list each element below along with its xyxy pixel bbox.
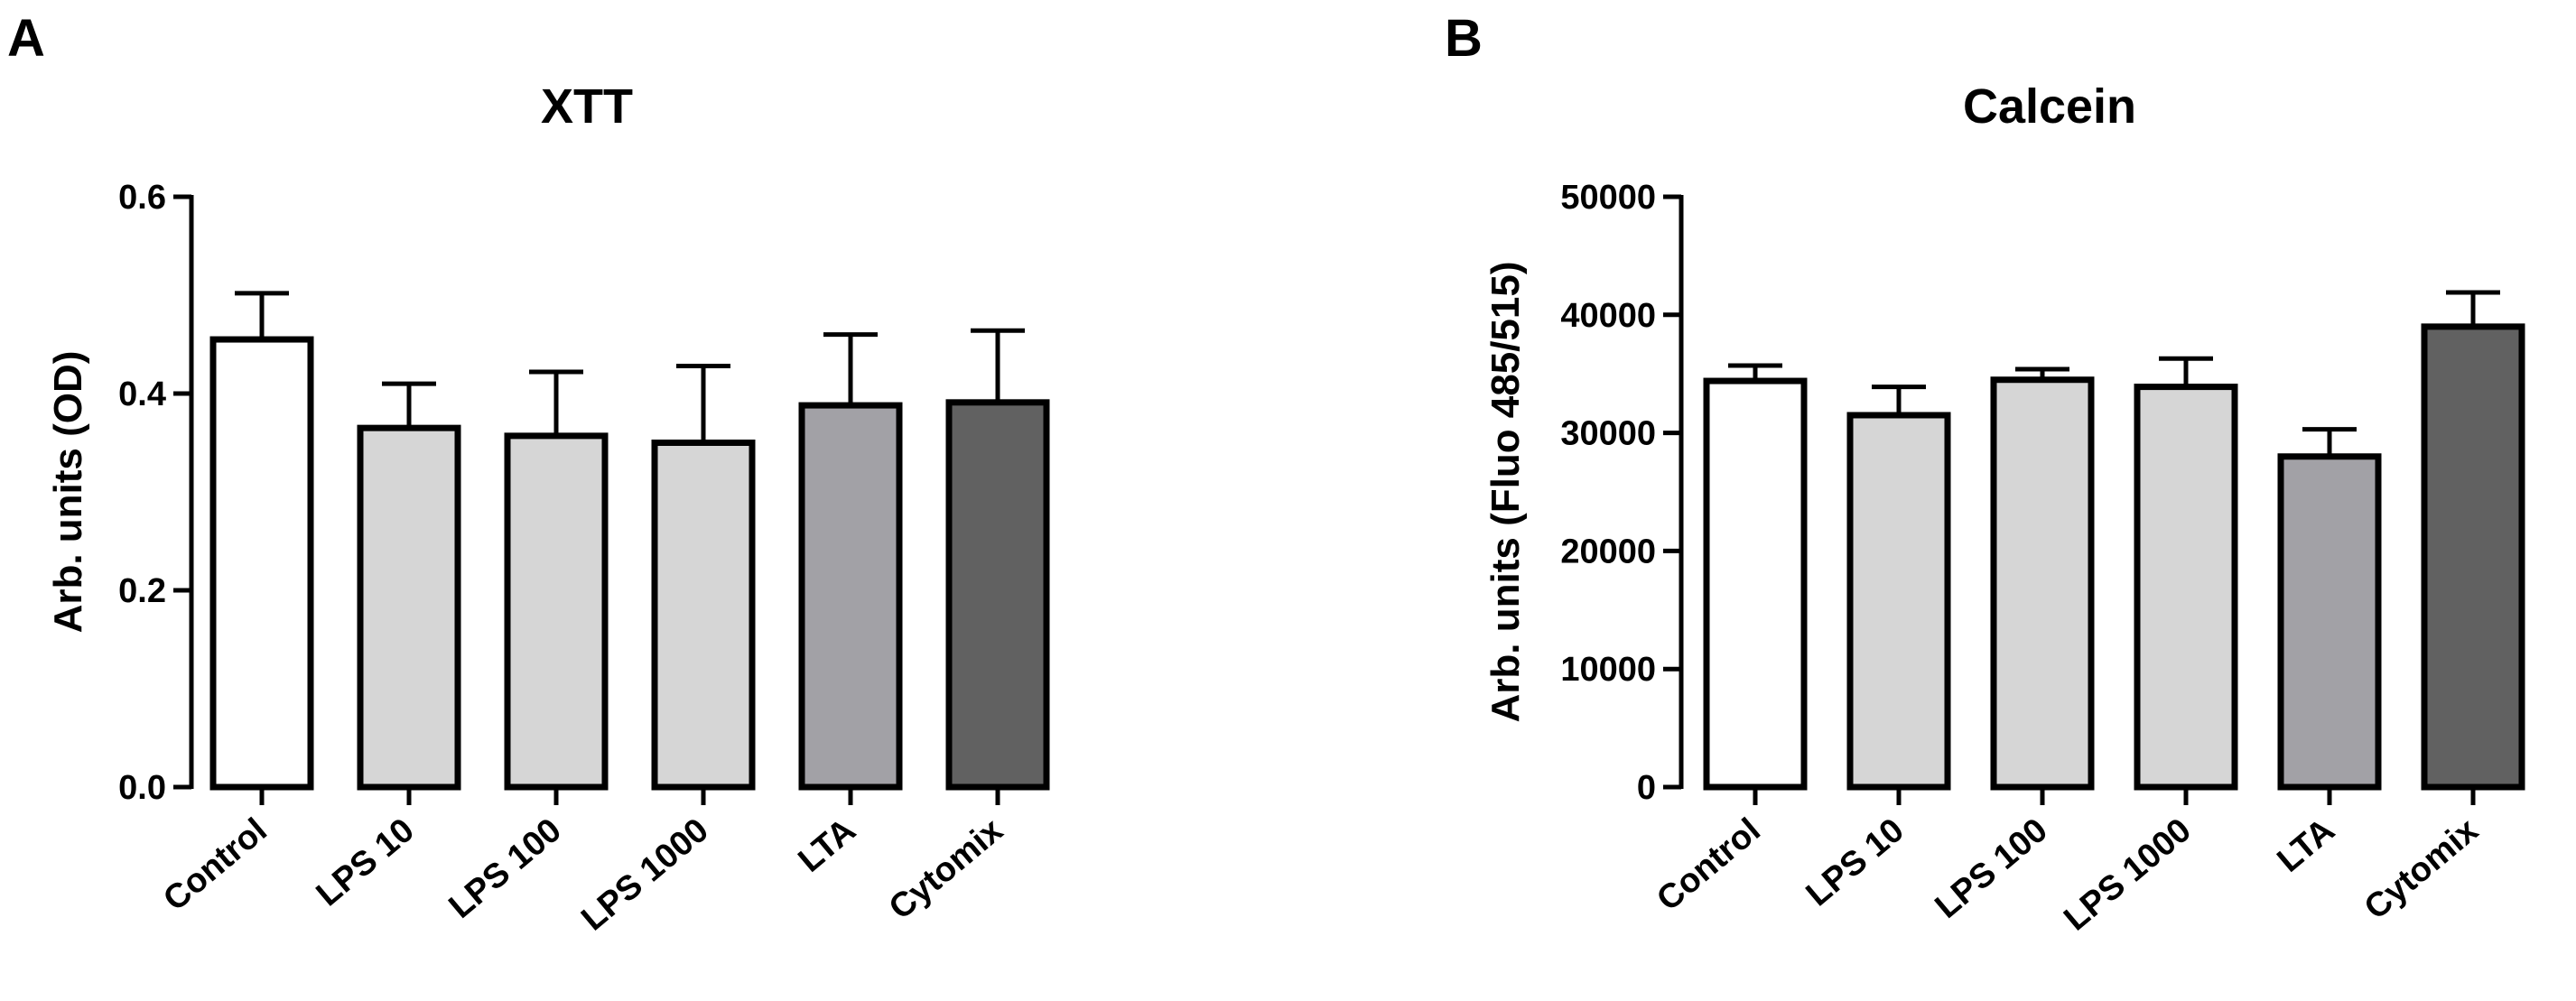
bars-a (209, 291, 1050, 791)
category-label-a-2: LPS 100 (442, 811, 569, 926)
category-label-b-2: LPS 100 (1929, 811, 2055, 926)
chart-title-calcein: Calcein (1963, 79, 2136, 134)
y-axis-title-b: Arb. units (Fluo 485/515) (1483, 262, 1528, 723)
y-axis-title-a: Arb. units (OD) (46, 351, 90, 634)
y-tick-label-b-3: 30000 (1560, 415, 1656, 453)
category-labels-b: Control LPS 10 LPS 100 LPS 1000 LTA Cytomix (1650, 787, 2486, 939)
y-tick-label-a-3: 0.6 (118, 179, 166, 217)
bar-a-2 (504, 432, 609, 791)
y-tick-label-a-2: 0.4 (118, 375, 166, 413)
panel-letter-b: B (1445, 9, 1483, 68)
panel-b: B Calcein Arb. units (Fluo 485/515) 0 100… (1445, 9, 2525, 939)
category-labels-a: Control LPS 10 LPS 100 LPS 1000 LTA Cytomix (156, 787, 1010, 939)
category-label-b-3: LPS 1000 (2057, 811, 2198, 939)
chart-title-xtt: XTT (541, 79, 633, 134)
panel-a: A XTT Arb. units (OD) 0.0 0.2 0.4 0.6 Contr… (7, 9, 1050, 939)
bar-a-0 (209, 336, 314, 791)
category-label-a-3: LPS 1000 (574, 811, 715, 939)
bar-b-1 (1846, 412, 1951, 791)
y-tick-label-b-2: 20000 (1560, 533, 1656, 570)
bar-b-4 (2277, 453, 2382, 791)
y-tick-label-b-0: 0 (1637, 769, 1656, 807)
bars-b (1703, 290, 2525, 791)
category-label-a-4: LTA (792, 811, 863, 880)
bar-b-2 (1990, 376, 2095, 791)
y-tick-label-a-0: 0.0 (118, 769, 166, 807)
category-label-b-0: Control (1650, 811, 1767, 919)
bar-b-5 (2421, 323, 2525, 791)
category-label-a-5: Cytomix (882, 811, 1010, 928)
bar-a-4 (798, 402, 903, 791)
category-label-b-1: LPS 10 (1799, 811, 1911, 914)
y-tick-label-b-1: 10000 (1560, 651, 1656, 689)
category-label-a-0: Control (156, 811, 274, 919)
y-tick-label-b-4: 40000 (1560, 297, 1656, 335)
bar-a-3 (651, 440, 756, 791)
y-tick-label-a-1: 0.2 (118, 572, 166, 610)
bar-a-1 (357, 424, 461, 791)
y-ticks-b: 0 10000 20000 30000 40000 50000 (1560, 179, 1684, 807)
bar-b-0 (1703, 377, 1808, 791)
category-label-a-1: LPS 10 (310, 811, 422, 914)
y-ticks-a: 0.0 0.2 0.4 0.6 (118, 179, 194, 807)
bar-a-5 (945, 399, 1050, 791)
category-label-b-5: Cytomix (2357, 811, 2486, 928)
panel-letter-a: A (7, 9, 45, 68)
y-tick-label-b-5: 50000 (1560, 179, 1656, 217)
category-label-b-4: LTA (2271, 811, 2342, 880)
bar-b-3 (2134, 384, 2238, 791)
